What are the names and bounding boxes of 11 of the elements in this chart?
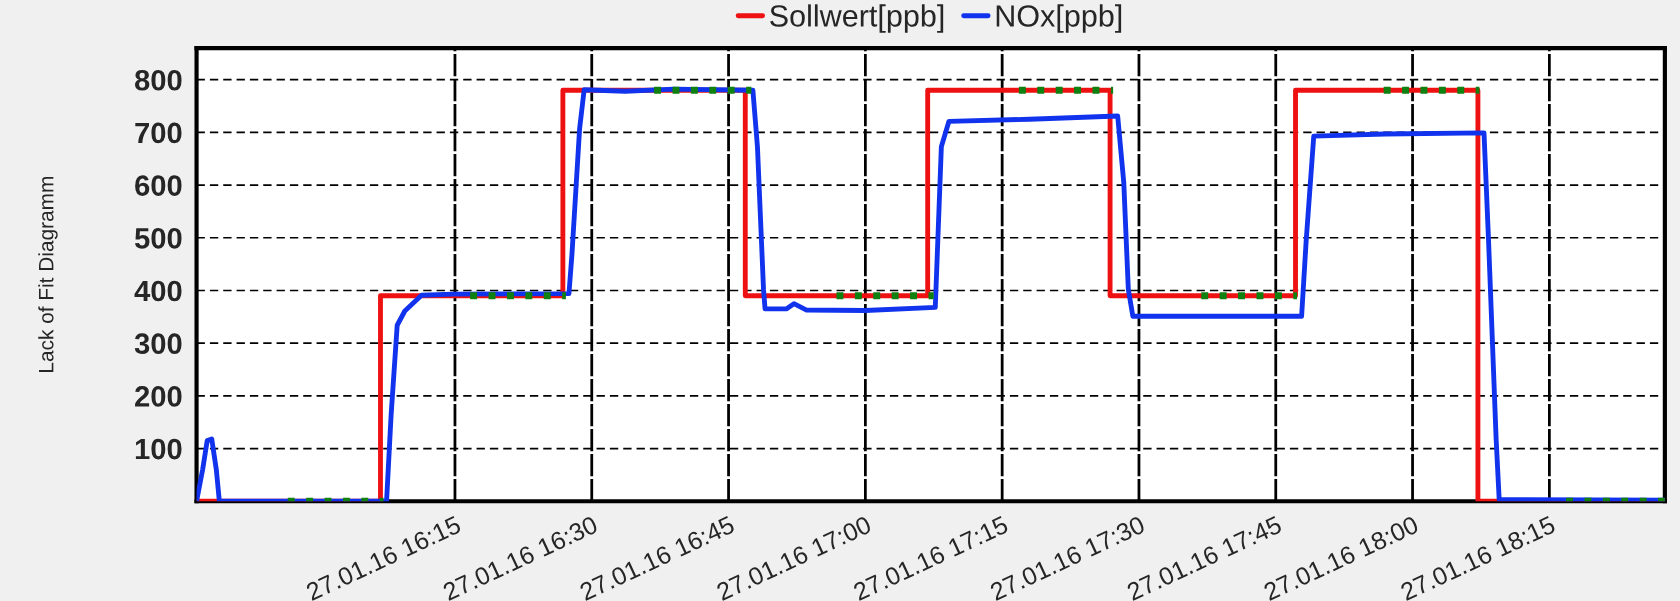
y-tick-label: 600 (135, 175, 182, 196)
y-tick-label: 400 (134, 280, 182, 302)
y-tick-label: 100 (135, 438, 182, 460)
y-tick-label: 500 (134, 227, 182, 249)
y-tick-label: 200 (135, 386, 182, 407)
y-tick-label: 700 (135, 122, 182, 144)
y-tick-label: 300 (134, 333, 182, 355)
legend-label: NOx[ppb] (996, 4, 1122, 33)
y-tick-label: 800 (134, 69, 182, 91)
legend-label: Sollwert[ppb] (770, 4, 944, 33)
y-axis-title: Lack of Fit Diagramm (38, 177, 58, 372)
